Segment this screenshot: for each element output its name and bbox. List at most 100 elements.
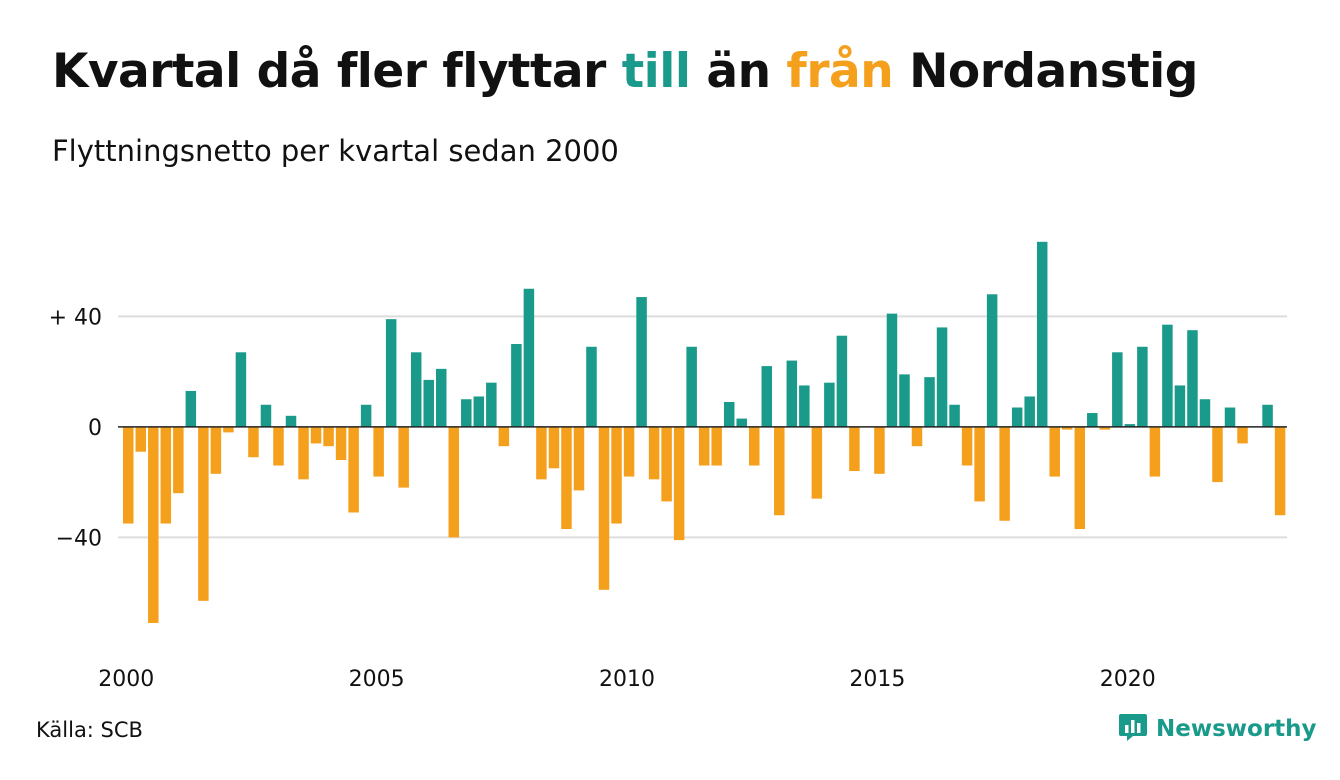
bar-2000-q1	[123, 426, 134, 524]
bar-2008-q4	[561, 426, 572, 530]
bar-2007-q3	[498, 426, 510, 447]
bar-2017-q4	[1011, 407, 1023, 427]
bar-2002-q1	[223, 426, 234, 433]
bar-2012-q1	[723, 402, 735, 427]
y-tick-label: 0	[88, 416, 102, 441]
bar-2005-q2	[385, 319, 397, 427]
bar-2001-q4	[210, 426, 222, 474]
bar-2003-q3	[298, 426, 309, 480]
bar-2023-q1	[1274, 426, 1286, 516]
bar-2020-q2	[1137, 346, 1148, 427]
bar-2001-q3	[198, 426, 209, 601]
bar-2005-q4	[410, 352, 422, 427]
bar-2006-q1	[423, 379, 434, 427]
bar-2016-q2	[936, 327, 948, 427]
title-pre: Kvartal då fler flyttar	[52, 44, 622, 99]
newsworthy-logo-icon	[1118, 712, 1148, 746]
bar-2000-q4	[160, 426, 172, 524]
x-tick-label: 2010	[599, 667, 655, 692]
bar-2006-q3	[448, 426, 460, 538]
title-fran: från	[786, 44, 894, 99]
bar-2022-q1	[1224, 407, 1236, 427]
bar-2009-q4	[611, 426, 622, 524]
bar-2012-q3	[749, 426, 760, 466]
bar-2011-q2	[686, 346, 697, 427]
bar-2019-q4	[1112, 352, 1123, 427]
bar-2008-q3	[548, 426, 560, 469]
bar-2011-q3	[698, 426, 710, 466]
bar-2022-q2	[1237, 426, 1248, 444]
bar-2009-q2	[586, 346, 597, 427]
bar-2010-q4	[661, 426, 672, 502]
source-note: Källa: SCB	[36, 718, 143, 742]
bar-2000-q2	[135, 426, 147, 452]
axis-layer: + 40 0 −40 2000 2005 2010 2015 2020	[49, 305, 1287, 692]
bar-2008-q2	[536, 426, 547, 480]
bar-2011-q4	[711, 426, 722, 466]
title-post: Nordanstig	[893, 44, 1198, 99]
bar-2018-q4	[1062, 426, 1073, 430]
brand-logo[interactable]: Newsworthy	[1118, 712, 1317, 746]
brand-name: Newsworthy	[1156, 716, 1317, 742]
bar-2018-q2	[1036, 241, 1048, 427]
bar-2016-q1	[924, 377, 935, 427]
bar-2004-q1	[323, 426, 334, 447]
bar-2017-q2	[986, 294, 998, 427]
bar-2021-q2	[1187, 330, 1198, 427]
bar-2000-q3	[148, 426, 159, 623]
x-tick-label: 2015	[849, 667, 905, 692]
bar-2013-q3	[799, 385, 810, 427]
bar-2020-q1	[1124, 424, 1136, 427]
bar-2017-q1	[974, 426, 985, 502]
bar-2004-q3	[348, 426, 359, 513]
bar-2022-q4	[1262, 404, 1273, 427]
bar-2018-q1	[1024, 396, 1035, 427]
bar-2015-q2	[886, 313, 898, 427]
bar-2001-q2	[185, 390, 197, 427]
chart-title: Kvartal då fler flyttar till än från Nor…	[52, 44, 1198, 99]
bar-2006-q2	[436, 368, 447, 427]
bar-2009-q1	[573, 426, 585, 491]
x-tick-label: 2020	[1100, 667, 1156, 692]
bar-2018-q3	[1049, 426, 1060, 477]
bar-layer	[123, 241, 1286, 623]
y-tick-label: + 40	[49, 305, 102, 330]
bar-2005-q1	[373, 426, 384, 477]
bar-2013-q4	[811, 426, 823, 499]
bar-2007-q4	[511, 344, 522, 427]
bar-2014-q3	[849, 426, 860, 472]
bar-2021-q1	[1174, 385, 1186, 427]
grid-layer	[118, 315, 1287, 539]
bar-2015-q1	[874, 426, 885, 474]
bar-2021-q4	[1212, 426, 1223, 483]
bar-2010-q2	[636, 297, 647, 427]
bar-2006-q4	[461, 399, 472, 427]
bar-2010-q1	[623, 426, 635, 477]
bar-2016-q4	[961, 426, 973, 466]
bar-2015-q3	[899, 374, 910, 427]
bar-2015-q4	[911, 426, 923, 447]
bar-2013-q1	[774, 426, 785, 516]
bar-2019-q2	[1087, 413, 1098, 427]
y-tick-label: −40	[56, 526, 102, 551]
bar-2007-q2	[486, 382, 497, 427]
bar-2003-q2	[285, 415, 297, 427]
bar-2004-q4	[360, 404, 372, 427]
bar-2002-q4	[260, 404, 272, 427]
bar-2012-q4	[761, 366, 773, 427]
bar-2004-q2	[335, 426, 347, 460]
bar-2010-q3	[648, 426, 660, 480]
bar-2017-q3	[999, 426, 1010, 521]
bar-2003-q4	[310, 426, 322, 444]
bar-2014-q1	[824, 382, 835, 427]
bar-2002-q3	[248, 426, 259, 458]
chart-subtitle: Flyttningsnetto per kvartal sedan 2000	[52, 134, 619, 168]
x-tick-label: 2000	[98, 667, 154, 692]
bar-2008-q1	[523, 288, 535, 427]
bar-2013-q2	[786, 360, 798, 427]
bar-2003-q1	[273, 426, 284, 466]
x-tick-label: 2005	[349, 667, 405, 692]
bar-2020-q4	[1162, 324, 1173, 427]
bar-2009-q3	[598, 426, 610, 590]
